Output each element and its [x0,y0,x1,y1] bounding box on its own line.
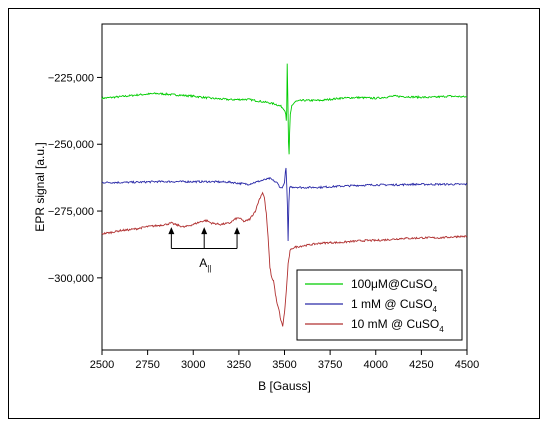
y-axis: −300,000 −275,000 −250,000 −225,000 [48,72,102,285]
x-tick-label: 4500 [455,359,479,371]
x-tick-label: 2500 [90,359,114,371]
annotation-arrow-head [201,227,208,235]
legend-entry-text: 1 mM @ CuSO [351,297,433,311]
x-tick-label: 3000 [181,359,205,371]
legend-entry-subscript: 4 [433,305,438,314]
annotation-arrow-head [168,227,175,235]
x-tick-label: 2750 [135,359,159,371]
legend-entry-text: 10 mM @ CuSO [351,317,439,331]
x-tick-label: 4250 [409,359,433,371]
y-axis-label: EPR signal [a.u.] [33,142,47,231]
legend-entry: 1 mM @ CuSO4 [351,297,438,314]
x-axis-label: B [Gauss] [258,379,311,393]
x-tick-label: 4000 [364,359,388,371]
x-tick-label: 3250 [227,359,251,371]
x-tick-label: 3750 [318,359,342,371]
legend-entry-subscript: 4 [439,325,444,334]
x-axis: 2500 2750 3000 3250 3500 3750 4000 4250 4500 [90,350,479,371]
series-line [101,63,468,155]
annotation-arrow-head [234,227,241,235]
legend-entry-text: 100μM@CuSO [351,277,433,291]
y-tick-label: −275,000 [48,206,94,218]
y-tick-label: −300,000 [48,273,94,285]
series-line [101,191,468,327]
legend-entry-subscript: 4 [433,285,438,294]
y-tick-label: −225,000 [48,72,94,84]
legend-entry: 10 mM @ CuSO4 [351,317,444,334]
figure-frame [8,8,540,419]
series-line [101,167,468,242]
legend-entry: 100μM@CuSO4 [351,277,438,294]
annotation-label: A|| [199,256,211,273]
annotation-label-main: A [199,256,207,270]
legend-box [296,269,463,341]
y-tick-label: −250,000 [48,139,94,151]
annotation-label-sub: || [207,264,211,273]
a-parallel-annotation: A|| [168,227,241,273]
series-group [101,63,468,327]
x-tick-label: 3500 [272,359,296,371]
